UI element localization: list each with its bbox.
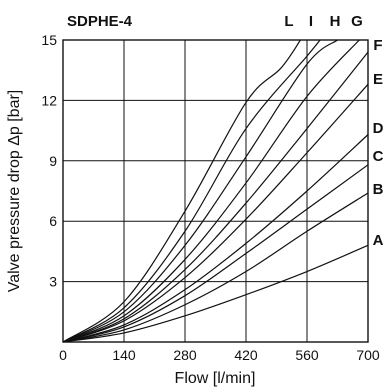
curve-label-d: D: [373, 120, 384, 137]
curve-label-b: B: [373, 181, 384, 198]
curve-g: [62, 39, 360, 343]
curve-a: [62, 244, 369, 343]
x-tick-label: 700: [356, 347, 380, 363]
x-tick-label: 420: [234, 347, 258, 363]
curve-h: [62, 39, 338, 343]
curve-b: [62, 192, 369, 343]
y-tick-label: 15: [41, 32, 57, 48]
y-axis-label: Valve pressure drop Δp [bar]: [6, 90, 23, 293]
curve-label-c: C: [373, 148, 384, 165]
curve-labels: L I H GFE DCB A: [284, 13, 383, 249]
curve-label-i: I: [309, 13, 313, 30]
curve-label-f: F: [373, 37, 382, 54]
curve-f: [62, 51, 369, 343]
y-tick-label: 3: [49, 274, 57, 290]
x-tick-label: 560: [295, 347, 319, 363]
curve-e: [62, 83, 369, 343]
curve-label-l: L: [284, 13, 293, 30]
curve-i: [62, 39, 321, 343]
curve-label-g: G: [351, 13, 363, 30]
tick-labels: 0 140 280 420 560 700 3 6 9 12 15: [41, 32, 379, 363]
curve-d: [62, 134, 369, 343]
curve-label-e: E: [373, 71, 383, 88]
x-tick-label: 140: [112, 347, 136, 363]
chart-title: SDPHE-4: [67, 13, 133, 30]
x-tick-label: 0: [59, 347, 67, 363]
grid: [63, 40, 368, 342]
y-tick-label: 12: [41, 92, 57, 108]
curve-label-h: H: [330, 13, 341, 30]
curve-label-a: A: [373, 232, 384, 249]
x-axis-label: Flow [l/min]: [175, 370, 256, 387]
plot-frame: [62, 39, 369, 343]
curve-l: [62, 39, 301, 343]
y-tick-label: 9: [49, 153, 57, 169]
x-tick-label: 280: [173, 347, 197, 363]
y-tick-label: 6: [49, 213, 57, 229]
curves: [62, 39, 369, 343]
curve-c: [62, 164, 369, 343]
